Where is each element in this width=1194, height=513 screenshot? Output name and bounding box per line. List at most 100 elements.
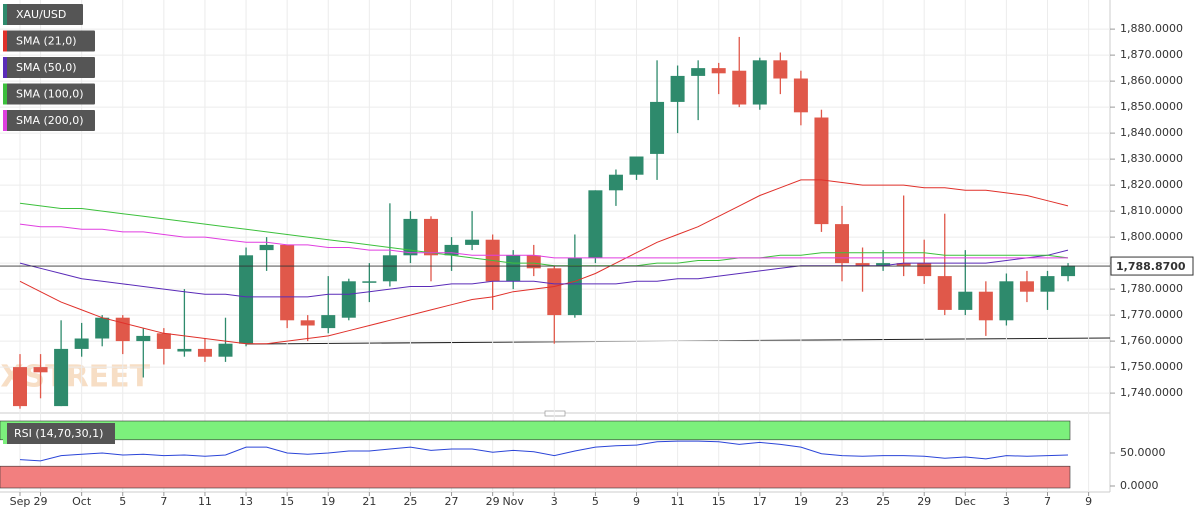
candle-body (1061, 265, 1076, 277)
candle-body (95, 317, 110, 339)
legend-button[interactable]: SMA (200,0) (3, 110, 95, 131)
legend-bg (3, 110, 95, 131)
legend-bg (3, 57, 95, 78)
x-tick-label: 11 (198, 495, 212, 508)
legend-swatch (3, 423, 7, 444)
legend-button[interactable]: SMA (50,0) (3, 57, 95, 78)
candle-body (300, 320, 315, 326)
y-tick-label: 1,870.0000 (1120, 48, 1183, 61)
y-tick-label: 1,760.0000 (1120, 334, 1183, 347)
x-tick-label: 27 (445, 495, 459, 508)
candle-body (629, 156, 644, 175)
x-tick-label: 9 (633, 495, 640, 508)
last-price-box (1110, 256, 1194, 276)
candle-body (567, 257, 582, 316)
candle-body (547, 268, 562, 316)
legend-label: XAU/USD (16, 8, 66, 21)
x-tick-label: 29 (917, 495, 931, 508)
candle-body (958, 291, 973, 310)
candle-body (608, 174, 623, 191)
candle-body (937, 276, 952, 310)
x-tick-label: 7 (1044, 495, 1051, 508)
x-tick-label: 17 (753, 495, 767, 508)
candle-body (33, 367, 48, 373)
candle-body (670, 75, 685, 102)
candle-body (403, 218, 418, 256)
legend-button[interactable]: RSI (14,70,30,1) (3, 423, 115, 444)
x-tick-label: Dec (955, 495, 976, 508)
sma-line (19, 223, 1068, 259)
x-tick-label: 29 (486, 495, 500, 508)
legend-swatch (3, 4, 7, 25)
legend-button[interactable]: SMA (100,0) (3, 83, 95, 105)
y-tick-label: 1,840.0000 (1120, 126, 1183, 139)
candle-body (711, 68, 726, 74)
x-tick-label: 15 (712, 495, 726, 508)
x-tick-label: 29 (34, 495, 48, 508)
legend-button[interactable]: SMA (21,0) (3, 30, 95, 52)
legend-bg (3, 30, 95, 52)
candle-body (814, 117, 829, 225)
y-tick-label: 1,860.0000 (1120, 74, 1183, 87)
candle-body (444, 244, 459, 256)
candle-body (732, 70, 747, 105)
legend-swatch (3, 110, 7, 131)
y-tick-label: 0.0000 (1120, 479, 1159, 492)
y-tick-label: 1,820.0000 (1120, 178, 1183, 191)
y-tick-label: 1,800.0000 (1120, 230, 1183, 243)
candle-body (999, 281, 1014, 321)
x-tick-label: 25 (876, 495, 890, 508)
y-tick-label: 1,880.0000 (1120, 22, 1183, 35)
candle-body (54, 348, 69, 407)
x-tick-label: Nov (502, 495, 524, 508)
legend-button[interactable]: XAU/USD (3, 4, 83, 25)
candle-body (362, 281, 377, 283)
legend-label: SMA (21,0) (16, 35, 77, 48)
legend-bg (3, 83, 95, 105)
pane-handle[interactable] (544, 410, 566, 417)
rsi-line (19, 440, 1069, 462)
oversold-band (0, 465, 1071, 489)
candle-body (280, 244, 295, 321)
candle-body (382, 255, 397, 282)
sma-line (19, 249, 1069, 298)
candle-body (465, 239, 480, 245)
y-tick-label: 1,850.0000 (1120, 100, 1183, 113)
sma-line (19, 179, 1069, 345)
x-tick-label: 11 (671, 495, 685, 508)
x-tick-label: Sep (10, 495, 31, 508)
legend-swatch (3, 83, 7, 105)
candle-body (506, 255, 521, 282)
candle-body (424, 218, 438, 256)
candle-body (259, 244, 274, 251)
candle-body (239, 255, 254, 344)
legend-swatch (3, 30, 7, 52)
candle-body (526, 255, 541, 269)
candle-body (1040, 276, 1055, 292)
candle-body (752, 60, 767, 105)
candle-body (136, 335, 151, 342)
candle-body (588, 190, 603, 258)
y-tick-label: 1,740.0000 (1120, 386, 1183, 399)
x-tick-label: 21 (362, 495, 376, 508)
candle-body (218, 343, 233, 357)
x-tick-label: 3 (551, 495, 558, 508)
candle-body (876, 263, 891, 266)
y-tick-label: 50.0000 (1120, 446, 1166, 459)
x-tick-label: 19 (321, 495, 335, 508)
y-tick-label: 1,770.0000 (1120, 308, 1183, 321)
last-price-label: 1,788.8700 (1116, 260, 1186, 273)
candle-body (341, 281, 356, 318)
y-tick-label: 1,780.0000 (1120, 282, 1183, 295)
x-tick-label: 15 (280, 495, 294, 508)
candle-body (650, 101, 665, 154)
candle-body (74, 338, 89, 349)
candle-body (773, 60, 788, 79)
x-tick-label: 23 (835, 495, 849, 508)
legend-label: SMA (50,0) (16, 61, 77, 74)
candle-body (896, 263, 911, 266)
candle-body (197, 348, 212, 357)
x-tick-label: 7 (160, 495, 167, 508)
candle-body (156, 333, 171, 349)
